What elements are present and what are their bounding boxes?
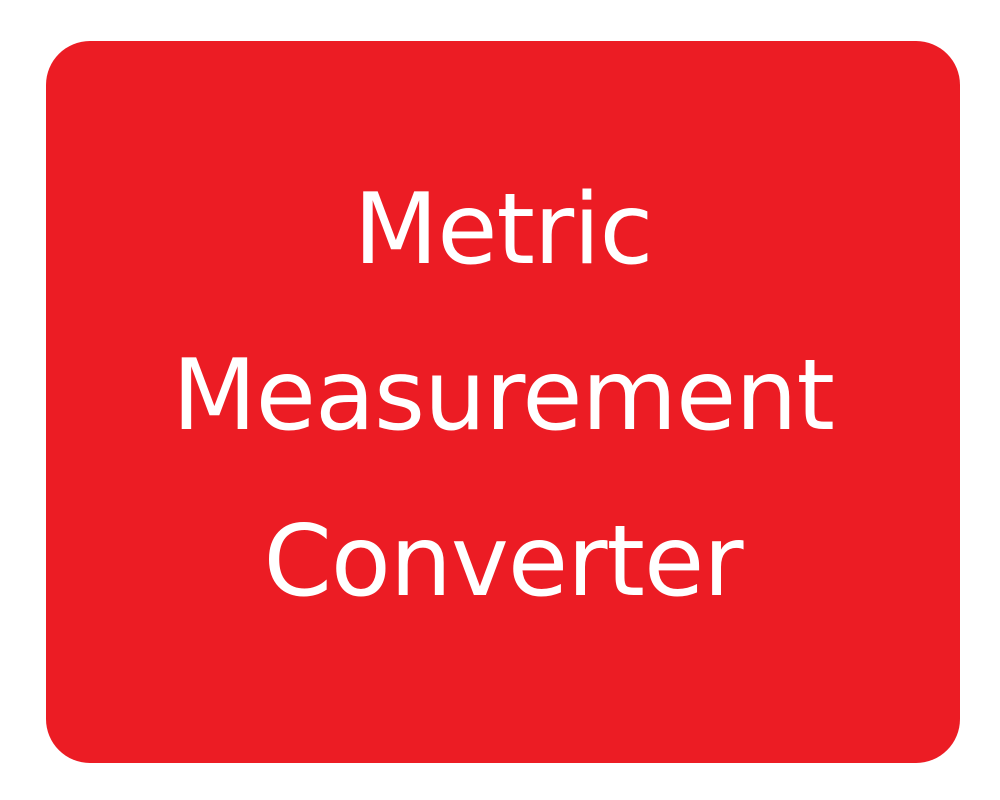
app-title: Metric Measurement Converter bbox=[172, 147, 835, 645]
title-line-3: Converter bbox=[263, 505, 743, 619]
title-line-2: Measurement bbox=[172, 339, 835, 453]
app-tile[interactable]: Metric Measurement Converter bbox=[46, 41, 960, 763]
title-line-1: Metric bbox=[353, 173, 654, 287]
